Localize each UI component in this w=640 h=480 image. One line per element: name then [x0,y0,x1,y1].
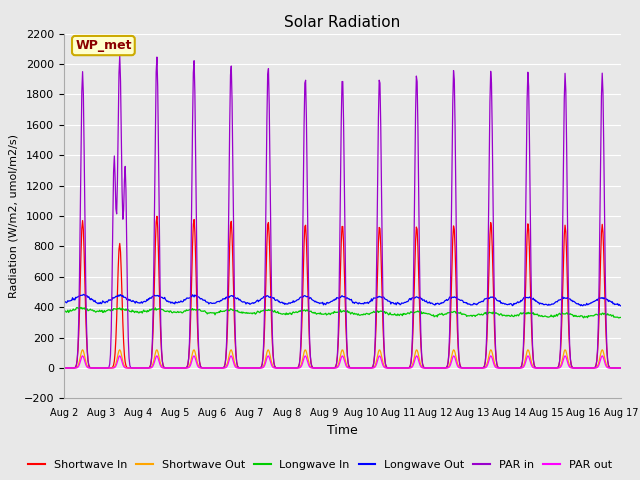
PAR in [411,171,419,177]
PAR in [60,365,68,371]
Text: WP_met: WP_met [75,39,132,52]
X-axis label: Time: Time [327,424,358,437]
PAR out [598,353,606,359]
Shortwave In [127,365,135,371]
Y-axis label: Radiation (W/m2, umol/m2/s): Radiation (W/m2, umol/m2/s) [8,134,18,298]
Longwave In [128,307,136,313]
Shortwave In [617,365,625,371]
Shortwave Out [617,365,625,371]
PAR out [60,365,68,371]
Shortwave Out [598,347,606,353]
Shortwave In [185,356,193,361]
Shortwave Out [426,365,434,371]
Line: Shortwave In: Shortwave In [64,216,621,368]
Title: Solar Radiation: Solar Radiation [284,15,401,30]
PAR in [617,365,625,371]
Longwave Out [185,295,193,301]
Longwave Out [79,291,87,297]
PAR out [410,360,418,366]
Shortwave Out [127,365,135,371]
PAR in [214,365,222,371]
Longwave Out [128,299,136,304]
PAR in [185,355,193,361]
PAR in [128,365,136,371]
Longwave Out [70,296,78,302]
Shortwave Out [70,365,78,371]
Shortwave In [70,365,78,371]
Longwave In [185,307,193,313]
Shortwave In [214,365,222,371]
Line: Longwave In: Longwave In [64,307,621,318]
Longwave Out [214,299,222,304]
Longwave In [580,315,588,321]
PAR out [70,365,78,371]
Longwave In [428,312,435,318]
Shortwave Out [184,365,192,371]
Line: PAR out: PAR out [64,356,621,368]
Longwave Out [617,303,625,309]
Longwave In [60,309,68,315]
PAR out [184,365,192,371]
Shortwave In [153,214,161,219]
PAR out [127,365,135,371]
Longwave In [617,314,625,320]
Longwave Out [60,299,68,305]
Longwave In [214,310,222,315]
Line: Longwave Out: Longwave Out [64,294,621,306]
Line: PAR in: PAR in [64,56,621,368]
Shortwave Out [410,356,418,362]
Longwave Out [411,295,419,301]
Longwave Out [428,300,435,306]
PAR in [70,365,78,371]
Longwave In [411,310,419,315]
PAR out [426,365,434,371]
Longwave In [76,304,84,310]
Shortwave Out [60,365,68,371]
Shortwave Out [214,365,221,371]
Line: Shortwave Out: Shortwave Out [64,350,621,368]
PAR out [214,365,221,371]
Shortwave In [60,365,68,371]
PAR in [428,365,435,371]
PAR in [116,53,124,59]
Shortwave In [428,365,435,371]
Legend: Shortwave In, Shortwave Out, Longwave In, Longwave Out, PAR in, PAR out: Shortwave In, Shortwave Out, Longwave In… [24,456,616,474]
Shortwave In [411,264,419,270]
Longwave In [70,307,78,313]
PAR out [617,365,625,371]
